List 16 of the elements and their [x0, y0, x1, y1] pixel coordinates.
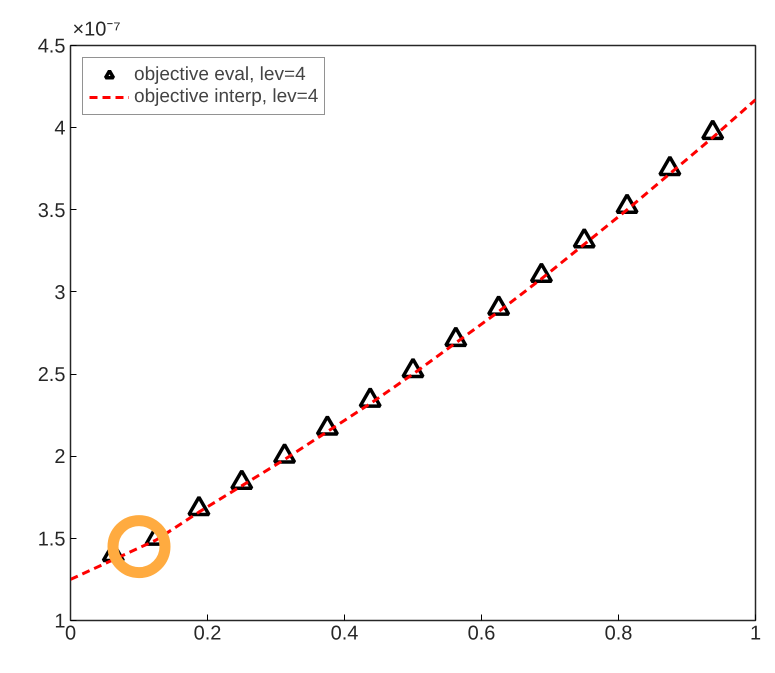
legend-label: objective eval, lev=4	[134, 64, 306, 86]
y-tick-label: 2	[54, 446, 66, 468]
x-tick-label: 0.8	[604, 622, 632, 644]
x-tick-label: 0.4	[330, 622, 358, 644]
x-tick-label: 0	[64, 622, 76, 644]
y-tick-label: 3	[54, 282, 66, 304]
y-tick-label: 3.5	[38, 200, 66, 222]
text: ×10⁻⁷	[72, 18, 121, 40]
y-tick-label: 4.5	[38, 36, 66, 58]
x-tick-label: 0.2	[194, 622, 222, 644]
x-tick-label: 0.6	[468, 622, 496, 644]
x-tick-label: 1	[750, 622, 762, 644]
y-tick-label: 4	[54, 118, 66, 140]
legend-label: objective interp, lev=4	[134, 86, 318, 108]
y-tick-label: 1.5	[38, 528, 66, 550]
y-tick-label: 2.5	[38, 364, 66, 386]
